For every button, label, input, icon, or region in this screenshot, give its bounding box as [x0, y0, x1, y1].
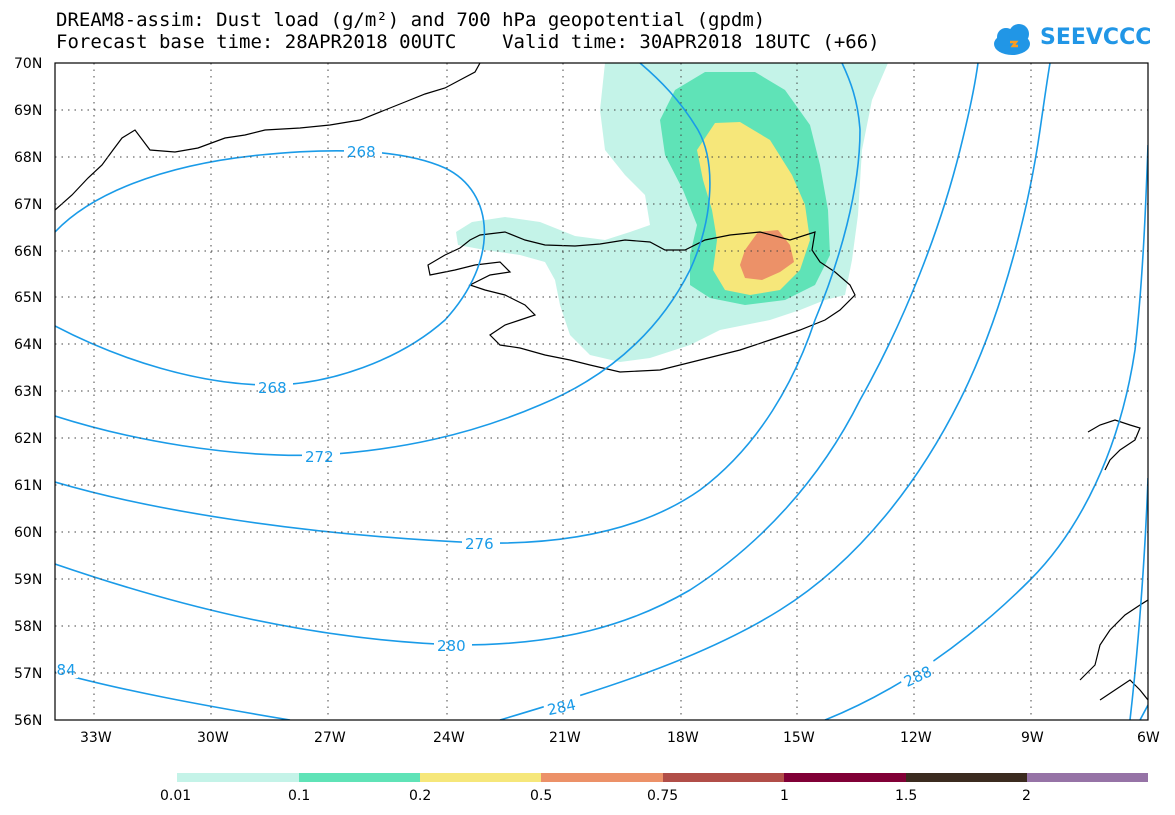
contour-label-268-top: 268 [347, 143, 376, 161]
lat-label: 62N [14, 431, 42, 447]
colorbar-swatch [420, 773, 541, 782]
title-line-2: Forecast base time: 28APR2018 00UTC Vali… [56, 31, 880, 53]
contour-labels: 268 268 272 276 280 284 288 284 [47, 142, 941, 720]
colorbar-swatch [299, 773, 420, 782]
lon-label: 12W [900, 730, 932, 746]
colorbar-swatch [906, 773, 1027, 782]
contour-284-left [55, 671, 291, 720]
lat-label: 57N [14, 666, 42, 682]
contour-284 [499, 63, 1051, 720]
contour-label-284-partial: 284 [47, 661, 76, 679]
lat-label: 67N [14, 197, 42, 213]
lat-label: 59N [14, 572, 42, 588]
map-frame [54, 62, 1149, 721]
gridlines [55, 63, 1148, 720]
colorbar-label: 1.5 [895, 788, 917, 804]
colorbar-label: 0.1 [288, 788, 310, 804]
lon-label: 27W [314, 730, 346, 746]
lon-label: 15W [783, 730, 815, 746]
contour-276 [55, 63, 861, 544]
lat-label: 68N [14, 150, 42, 166]
colorbar-label: 0.75 [647, 788, 678, 804]
colorbar-swatch [541, 773, 663, 782]
coastline [55, 63, 1148, 701]
dust-shading [456, 63, 888, 362]
lat-label: 65N [14, 290, 42, 306]
colorbar-label: 1 [780, 788, 789, 804]
cloud-logo-icon [994, 24, 1030, 55]
lat-label: 58N [14, 619, 42, 635]
colorbar-label: 0.5 [530, 788, 552, 804]
lat-label: 64N [14, 337, 42, 353]
lat-label: 60N [14, 525, 42, 541]
logo-text: SEEVCCC [1040, 25, 1152, 50]
longitude-labels: 33W 30W 27W 24W 21W 18W 15W 12W 9W 6W [80, 730, 1160, 746]
colorbar-swatch [177, 773, 299, 782]
contour-272 [55, 63, 711, 457]
lat-label: 70N [14, 56, 42, 72]
lon-label: 21W [549, 730, 581, 746]
colorbar-label: 0.01 [160, 788, 191, 804]
contour-label-280: 280 [437, 637, 466, 655]
contour-label-276: 276 [465, 535, 494, 553]
contour-292-b [1129, 477, 1148, 720]
dust-level-0.5 [740, 230, 794, 280]
contour-288 [824, 144, 1148, 720]
contour-292 [1139, 704, 1148, 720]
colorbar: 0.01 0.1 0.2 0.5 0.75 1 1.5 2 [160, 773, 1148, 804]
colorbar-swatch [663, 773, 784, 782]
lat-label: 69N [14, 103, 42, 119]
title-line-1: DREAM8-assim: Dust load (g/m²) and 700 h… [56, 9, 766, 31]
lon-label: 24W [433, 730, 465, 746]
colorbar-label: 0.2 [409, 788, 431, 804]
lon-label: 30W [197, 730, 229, 746]
colorbar-swatch [784, 773, 906, 782]
contour-280 [55, 63, 979, 646]
lon-label: 33W [80, 730, 112, 746]
lat-label: 66N [14, 244, 42, 260]
lat-label: 63N [14, 384, 42, 400]
contour-label-272: 272 [305, 448, 334, 466]
contour-268 [55, 149, 486, 386]
contour-label-284: 284 [546, 696, 578, 720]
lon-label: 18W [667, 730, 699, 746]
lat-label: 61N [14, 478, 42, 494]
lon-label: 9W [1021, 730, 1044, 746]
colorbar-label: 2 [1022, 788, 1031, 804]
colorbar-swatch [1027, 773, 1148, 782]
latitude-labels: 70N 69N 68N 67N 66N 65N 64N 63N 62N 61N … [14, 56, 42, 729]
lat-label: 56N [14, 713, 42, 729]
contour-label-268-bottom: 268 [258, 379, 287, 397]
lon-label: 6W [1137, 730, 1160, 746]
